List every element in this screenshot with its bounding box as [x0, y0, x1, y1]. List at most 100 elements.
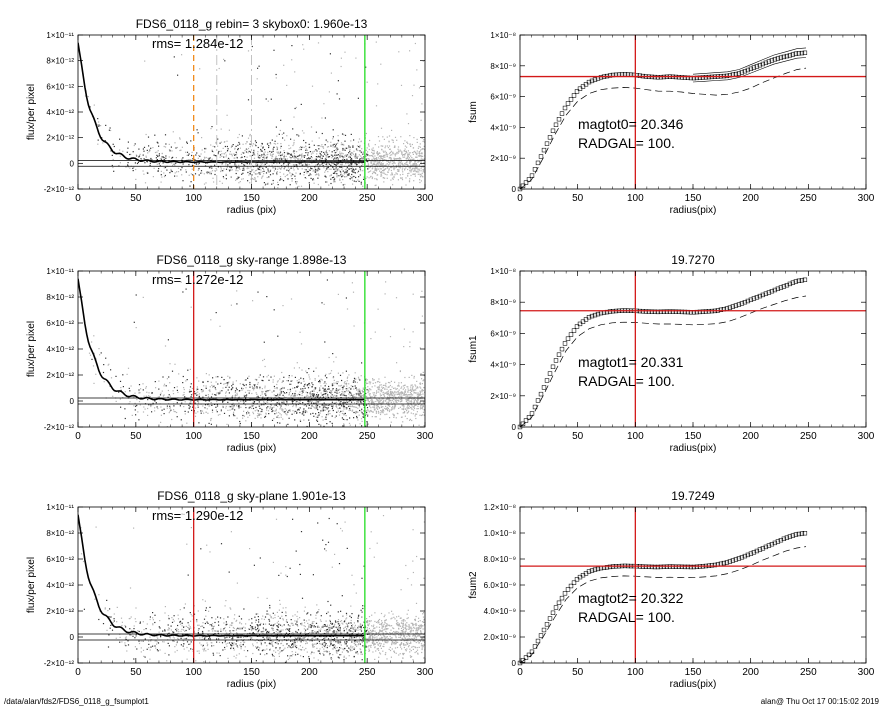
scatter-point — [414, 389, 416, 391]
scatter-point — [255, 660, 257, 662]
scatter-point — [279, 378, 281, 380]
scatter-point — [393, 395, 395, 397]
scatter-point — [190, 390, 192, 392]
y-tick-label: 8×10⁻¹² — [46, 293, 74, 302]
scatter-point — [422, 406, 424, 408]
scatter-point — [411, 408, 413, 410]
scatter-point — [199, 155, 201, 157]
scatter-point — [311, 157, 313, 159]
scatter-point — [119, 380, 122, 382]
scatter-point — [373, 172, 375, 174]
scatter-point — [284, 175, 286, 178]
scatter-point — [229, 630, 231, 632]
scatter-point — [337, 372, 339, 374]
scatter-point — [148, 395, 150, 397]
scatter-point — [421, 166, 423, 168]
scatter-point — [306, 158, 308, 160]
scatter-point — [320, 157, 322, 159]
x-tick-label: 0 — [75, 431, 81, 442]
scatter-point — [391, 610, 393, 612]
scatter-point — [419, 401, 421, 403]
scatter-point — [396, 158, 398, 160]
scatter-point — [252, 152, 254, 154]
scatter-point — [379, 381, 381, 383]
scatter-point — [209, 167, 211, 169]
scatter-point — [423, 145, 425, 147]
scatter-point — [318, 412, 320, 414]
scatter-point — [260, 169, 262, 171]
scatter-point — [248, 628, 250, 630]
scatter-point — [413, 151, 415, 153]
scatter-point — [348, 393, 350, 395]
scatter-point — [176, 146, 178, 149]
scatter-point — [329, 413, 331, 415]
scatter-point — [346, 154, 348, 156]
scatter-point — [180, 149, 182, 151]
scatter-point — [246, 156, 248, 158]
scatter-point — [393, 176, 395, 179]
scatter-point — [369, 155, 371, 157]
scatter-point — [232, 630, 234, 632]
scatter-point — [395, 417, 397, 419]
scatter-point — [416, 150, 418, 152]
scatter-point — [389, 382, 391, 384]
scatter-point — [263, 341, 265, 343]
scatter-point — [409, 168, 411, 170]
x-tick-label: 0 — [75, 193, 81, 204]
scatter-point — [257, 382, 259, 384]
scatter-point — [378, 412, 380, 414]
scatter-point — [253, 401, 255, 403]
scatter-point — [342, 184, 344, 186]
scatter-point — [294, 107, 296, 110]
scatter-point — [252, 399, 254, 402]
scatter-point — [422, 166, 425, 168]
scatter-point — [169, 407, 171, 409]
scatter-point — [261, 142, 263, 145]
scatter-point — [347, 388, 349, 390]
scatter-point — [369, 388, 371, 390]
scatter-point — [267, 406, 269, 408]
scatter-point — [379, 164, 381, 166]
scatter-point — [371, 630, 373, 632]
scatter-point — [185, 380, 187, 382]
scatter-point — [168, 376, 170, 378]
scatter-point — [115, 400, 117, 402]
scatter-point — [263, 152, 265, 154]
scatter-point — [347, 390, 349, 392]
scatter-point — [292, 192, 293, 193]
scatter-point — [341, 159, 344, 161]
scatter-point — [312, 395, 314, 397]
scatter-point — [107, 610, 109, 612]
scatter-point — [244, 396, 247, 398]
scatter-point — [398, 170, 400, 172]
scatter-point — [308, 407, 310, 409]
scatter-point — [324, 406, 326, 408]
scatter-point — [409, 651, 411, 653]
scatter-point — [394, 158, 396, 160]
scatter-point — [208, 374, 210, 376]
scatter-point — [174, 172, 176, 174]
scatter-point — [321, 408, 323, 410]
scatter-point — [362, 637, 365, 639]
scatter-point — [301, 155, 303, 157]
scatter-point — [387, 405, 389, 407]
scatter-point — [341, 417, 343, 419]
scatter-point — [329, 168, 331, 170]
scatter-point — [311, 159, 313, 161]
scatter-point — [415, 167, 418, 169]
scatter-point — [340, 144, 342, 146]
scatter-point — [280, 392, 282, 394]
scatter-point — [380, 156, 382, 158]
scatter-point — [210, 144, 212, 146]
scatter-point — [281, 158, 283, 160]
scatter-point — [333, 384, 335, 386]
scatter-point — [256, 379, 258, 381]
scatter-point — [373, 396, 375, 398]
scatter-point — [352, 291, 355, 293]
scatter-point — [197, 402, 200, 404]
scatter-point — [370, 381, 372, 383]
scatter-point — [238, 141, 240, 144]
scatter-point — [349, 204, 350, 205]
scatter-point — [289, 388, 291, 391]
scatter-point — [190, 181, 192, 183]
